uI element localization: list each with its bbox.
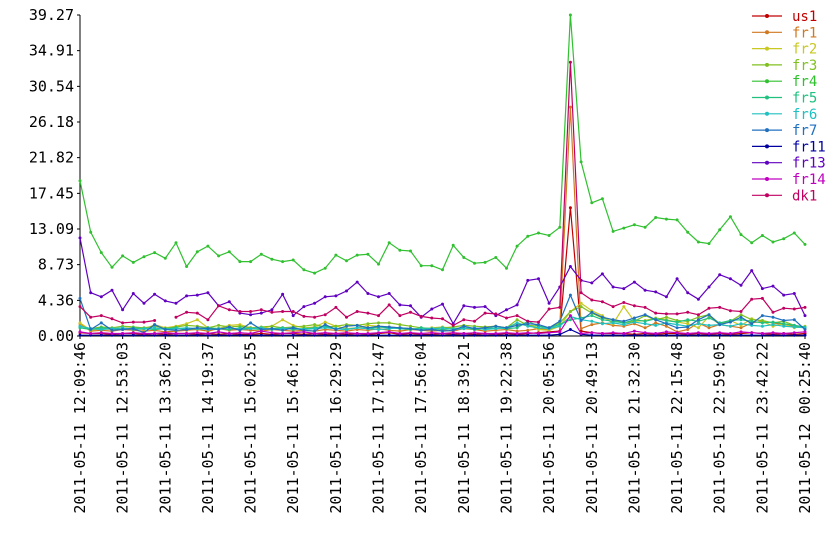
- x-tick-label: 2011-05-11 15:46:12: [284, 342, 302, 514]
- legend-label: fr14: [792, 172, 826, 188]
- y-tick-label: 0.00: [38, 327, 74, 345]
- y-tick-label: 34.91: [29, 42, 74, 60]
- y-tick-label: 26.18: [29, 113, 74, 131]
- legend-dot: [765, 177, 769, 181]
- y-tick-label: 13.09: [29, 220, 74, 238]
- legend-label: fr6: [792, 107, 817, 123]
- legend-label: fr1: [792, 25, 817, 41]
- x-tick-label: 2011-05-11 16:29:29: [327, 342, 345, 514]
- y-tick-label: 21.82: [29, 149, 74, 167]
- x-tick-label: 2011-05-11 14:19:37: [199, 342, 217, 514]
- x-tick-label: 2011-05-11 18:39:21: [455, 342, 473, 514]
- y-tick-label: 39.27: [29, 6, 74, 24]
- legend-dot: [765, 62, 769, 67]
- legend-label: fr13: [792, 156, 826, 172]
- series-line: [78, 301, 807, 332]
- series-line: [78, 314, 807, 335]
- x-tick-label: 2011-05-11 23:42:22: [753, 342, 771, 514]
- x-tick-label: 2011-05-11 17:56:04: [412, 342, 430, 514]
- legend-dot: [765, 95, 769, 100]
- legend-label: fr4: [792, 74, 817, 90]
- x-tick-label: 2011-05-11 20:49:13: [583, 342, 601, 514]
- legend-dot: [765, 79, 769, 84]
- y-tick-label: 8.73: [38, 256, 74, 274]
- series-line: [80, 62, 805, 325]
- x-tick-label: 2011-05-11 21:32:30: [625, 342, 643, 514]
- y-tick-label: 30.54: [29, 77, 74, 95]
- legend-dot: [765, 46, 769, 51]
- legend-label: dk1: [792, 188, 817, 204]
- y-tick-label: 17.45: [29, 184, 74, 202]
- x-tick-label: 2011-05-11 12:53:03: [114, 342, 132, 514]
- y-tick-label: 4.36: [38, 291, 74, 309]
- series-line: [78, 328, 807, 337]
- legend-label: fr2: [792, 42, 817, 58]
- x-tick-label: 2011-05-11 22:59:05: [711, 342, 729, 514]
- legend-label: fr5: [792, 91, 817, 107]
- legend-dot: [765, 144, 769, 149]
- legend-dot: [765, 30, 769, 35]
- series-line: [78, 206, 807, 336]
- x-tick-label: 2011-05-11 12:09:46: [71, 342, 89, 514]
- series-line: [78, 236, 807, 326]
- x-tick-label: 2011-05-11 13:36:20: [156, 342, 174, 514]
- x-tick-label: 2011-05-12 00:25:40: [796, 342, 814, 514]
- legend-label: fr11: [792, 139, 826, 155]
- series-line: [78, 13, 807, 275]
- legend-dot: [765, 128, 769, 133]
- legend-label: fr7: [792, 123, 817, 139]
- x-tick-label: 2011-05-11 22:15:48: [668, 342, 686, 514]
- x-tick-label: 2011-05-11 15:02:55: [242, 342, 260, 514]
- legend-dot: [765, 111, 769, 116]
- legend-label: us1: [792, 9, 817, 25]
- legend-dot: [765, 14, 769, 18]
- series-line: [78, 305, 807, 331]
- legend-dot: [765, 193, 769, 198]
- x-tick-label: 2011-05-11 20:05:56: [540, 342, 558, 514]
- legend-dot: [765, 160, 769, 165]
- x-tick-label: 2011-05-11 17:12:47: [370, 342, 388, 514]
- legend-label: fr3: [792, 58, 817, 74]
- x-tick-label: 2011-05-11 19:22:38: [497, 342, 515, 514]
